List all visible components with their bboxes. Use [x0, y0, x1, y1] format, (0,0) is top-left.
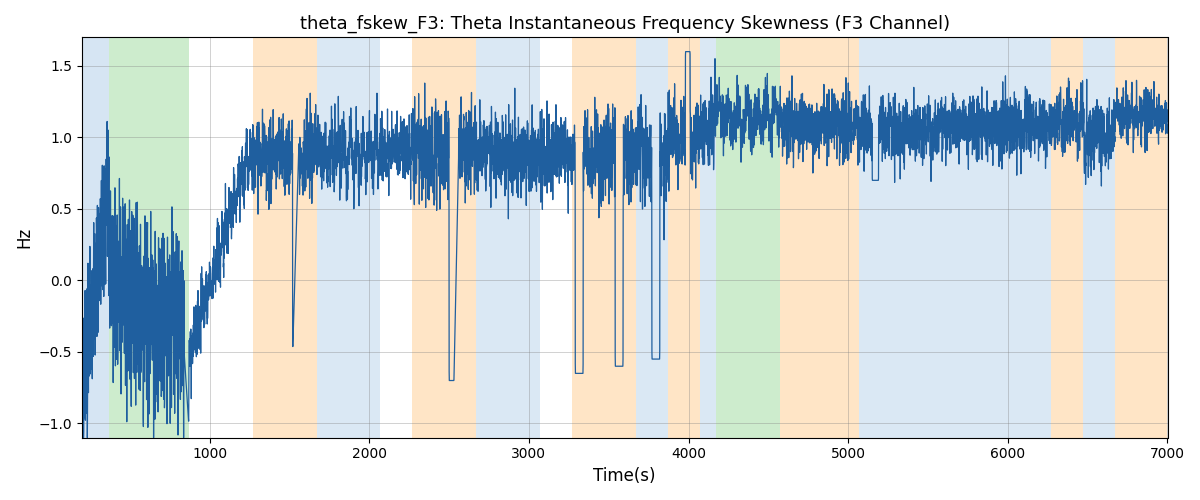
Bar [1082, 38, 1115, 438]
Bar [780, 38, 811, 438]
Bar [668, 38, 700, 438]
Bar [572, 38, 636, 438]
X-axis label: Time(s): Time(s) [594, 467, 656, 485]
Bar [82, 38, 109, 438]
Bar [1115, 38, 1168, 438]
Bar [109, 38, 188, 438]
Bar [811, 38, 859, 438]
Bar [476, 38, 540, 438]
Bar [859, 38, 940, 438]
Y-axis label: Hz: Hz [14, 227, 32, 248]
Bar [253, 38, 317, 438]
Bar [1051, 38, 1082, 438]
Bar [317, 38, 380, 438]
Bar [413, 38, 476, 438]
Bar [940, 38, 1051, 438]
Bar [700, 38, 715, 438]
Bar [636, 38, 668, 438]
Bar [715, 38, 780, 438]
Title: theta_fskew_F3: Theta Instantaneous Frequency Skewness (F3 Channel): theta_fskew_F3: Theta Instantaneous Freq… [300, 15, 949, 34]
